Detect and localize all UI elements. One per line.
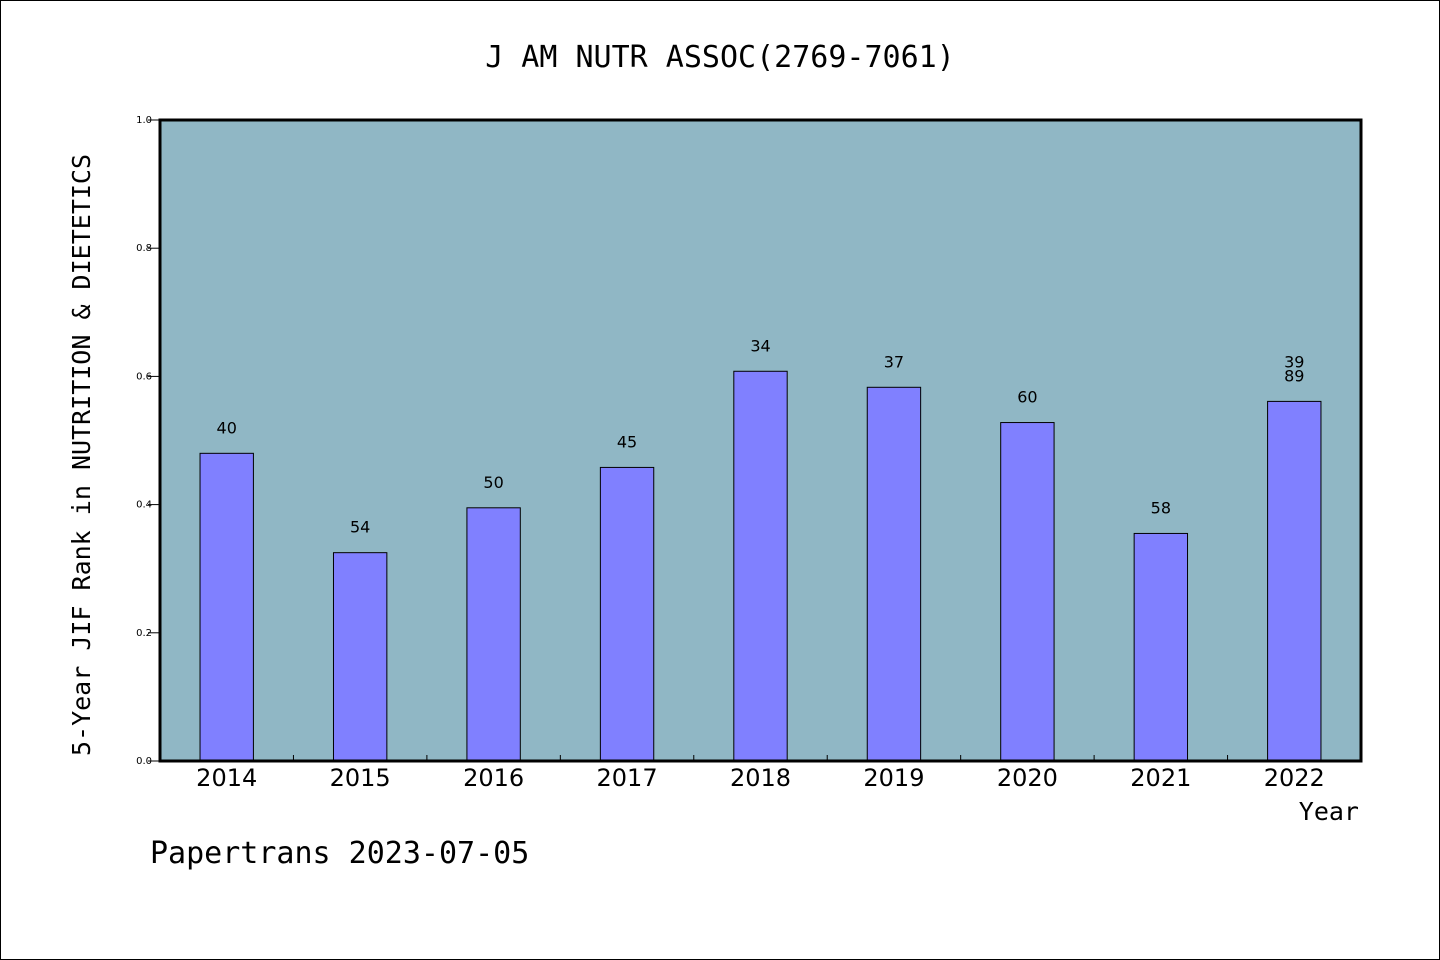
x-tick-label: 2017: [597, 764, 658, 792]
y-tick-label: 0.6: [136, 371, 152, 382]
plot-border: [158, 118, 1363, 763]
data-label: 54: [350, 518, 370, 537]
bar-2020: [1000, 422, 1055, 762]
y-tick-label: 0.2: [136, 628, 152, 639]
x-tick-label: 2014: [196, 764, 257, 792]
data-label: 60: [1017, 388, 1037, 407]
bar-2018: [733, 370, 788, 762]
footer-source: Papertrans 2023-07-05: [150, 836, 529, 871]
x-tick-label: 2015: [330, 764, 391, 792]
data-label: 34: [750, 336, 770, 355]
data-label: 45: [617, 432, 637, 451]
data-label: 58: [1151, 498, 1171, 517]
bar-2015: [332, 552, 388, 762]
x-tick-label: 2020: [997, 764, 1058, 792]
y-tick-label: 0.4: [136, 500, 152, 511]
data-label: 39: [1284, 352, 1304, 371]
data-label: 37: [884, 352, 904, 371]
data-label: 40: [217, 418, 237, 437]
y-tick-label: 0.8: [136, 243, 152, 254]
x-tick-label: 2021: [1130, 764, 1191, 792]
x-tick-label: 2019: [863, 764, 924, 792]
data-label: 89: [1284, 366, 1304, 385]
chart-title: J AM NUTR ASSOC(2769-7061): [485, 40, 955, 75]
bar-2014: [199, 452, 254, 762]
bar-2021: [1133, 532, 1189, 762]
y-axis-title: 5-Year JIF Rank in NUTRITION & DIETETICS: [67, 154, 96, 756]
bar-2016: [466, 507, 521, 762]
x-tick-label: 2016: [463, 764, 524, 792]
x-axis-title: Year: [1299, 797, 1359, 826]
bar-2019: [866, 386, 922, 762]
bar-2017: [599, 466, 655, 762]
x-tick-label: 2022: [1264, 764, 1325, 792]
y-tick-label: 1.0: [136, 115, 152, 126]
x-tick-label: 2018: [730, 764, 791, 792]
bar-2022: [1267, 400, 1322, 762]
data-label: 50: [483, 473, 503, 492]
y-tick-label: 0.0: [136, 756, 152, 767]
